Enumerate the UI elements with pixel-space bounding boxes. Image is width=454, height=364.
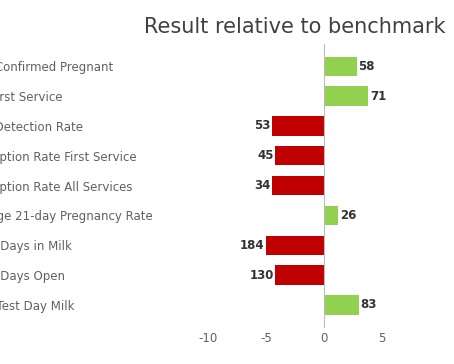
Text: 71: 71 xyxy=(370,90,386,103)
Bar xyxy=(276,265,324,285)
Text: 45: 45 xyxy=(257,149,274,162)
Bar xyxy=(272,176,324,195)
Text: 130: 130 xyxy=(249,269,274,282)
Text: 83: 83 xyxy=(360,298,377,312)
Bar xyxy=(324,56,356,76)
Text: 26: 26 xyxy=(340,209,356,222)
Text: 184: 184 xyxy=(240,239,264,252)
Bar xyxy=(324,206,338,225)
Bar xyxy=(324,295,359,315)
Title: Result relative to benchmark: Result relative to benchmark xyxy=(144,17,446,36)
Bar xyxy=(272,116,324,136)
Text: 34: 34 xyxy=(254,179,270,192)
Bar xyxy=(276,146,324,166)
Text: 58: 58 xyxy=(358,60,375,73)
Text: 53: 53 xyxy=(254,119,270,132)
Bar xyxy=(266,236,324,255)
Bar xyxy=(324,86,368,106)
